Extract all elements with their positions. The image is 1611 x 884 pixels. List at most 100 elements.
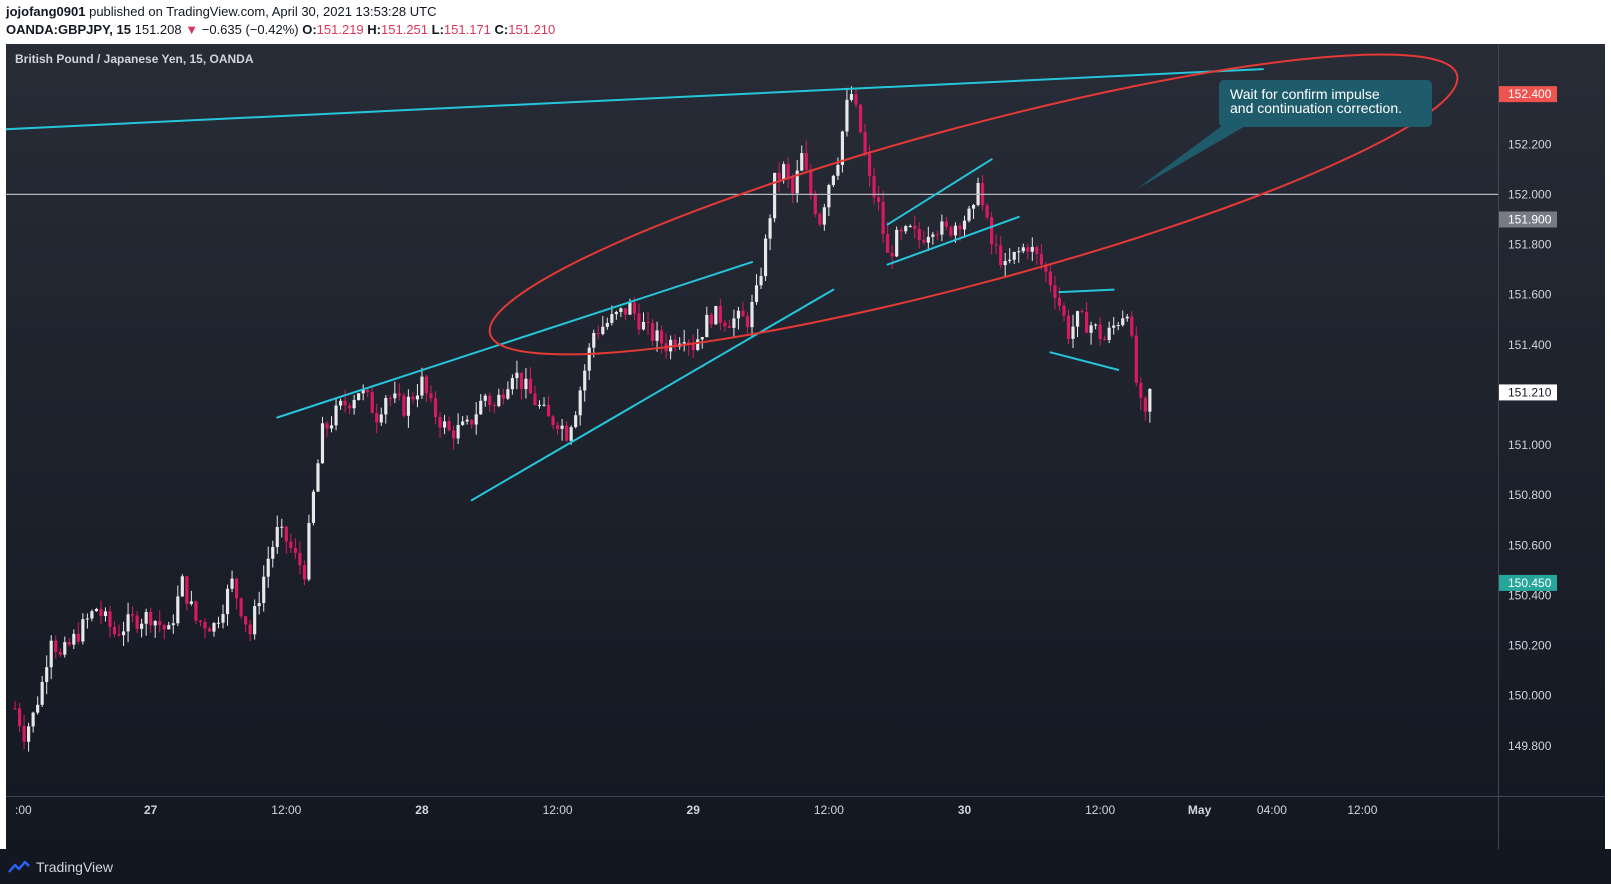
trendline[interactable] [276, 261, 753, 419]
candle [1094, 323, 1098, 330]
candle [452, 425, 456, 451]
candle [546, 395, 551, 417]
candle [1071, 314, 1075, 349]
trendline[interactable] [1058, 288, 1115, 294]
chart-title: British Pound / Japanese Yen, 15, OANDA [15, 52, 254, 66]
candle [858, 103, 863, 134]
price-tick-label: 152.200 [1508, 137, 1552, 151]
candle [949, 225, 953, 238]
candle [515, 360, 519, 390]
candle [641, 312, 646, 331]
candle [501, 388, 505, 405]
candle [985, 203, 989, 220]
tradingview-brand[interactable]: TradingView [8, 859, 113, 875]
highlight-ellipse[interactable] [470, 44, 1477, 410]
candle [284, 525, 288, 554]
candle [94, 607, 99, 612]
candle [293, 538, 297, 560]
candle [348, 403, 352, 415]
time-tick-label: 28 [415, 803, 429, 817]
candle [994, 234, 998, 255]
candle [1103, 335, 1107, 341]
candle [234, 577, 239, 610]
candle [40, 675, 44, 708]
publication-header: jojofang0901 published on TradingView.co… [0, 0, 1611, 44]
candle [497, 388, 501, 408]
candle [1035, 245, 1039, 265]
chart-frame[interactable]: 149.800 150.000 150.200 150.400 150.600 150.8… [6, 44, 1605, 849]
candle [271, 540, 275, 568]
candle [221, 604, 225, 629]
candle [822, 203, 826, 231]
candle [465, 415, 469, 425]
candle [962, 215, 967, 238]
candle [49, 635, 53, 680]
candle [673, 334, 677, 352]
trendline[interactable] [6, 68, 1264, 131]
candle [773, 172, 777, 223]
candle [845, 87, 849, 137]
candle [17, 702, 22, 733]
trendline[interactable] [886, 158, 993, 226]
candle [438, 412, 442, 438]
candle [542, 397, 546, 407]
price-badge: 151.210 [1499, 384, 1557, 401]
candle [519, 372, 524, 400]
candle [54, 635, 58, 659]
candle [1048, 262, 1052, 293]
callout-pointer [1136, 125, 1247, 190]
price-tick-label: 152.000 [1508, 187, 1552, 201]
candle [76, 622, 80, 645]
publisher-name[interactable]: jojofang0901 [6, 4, 86, 19]
candle [144, 608, 148, 636]
candle [895, 226, 899, 258]
publication-line: jojofang0901 published on TradingView.co… [6, 4, 436, 19]
candle [777, 162, 781, 192]
candle [705, 306, 709, 338]
candle [840, 130, 845, 173]
candle [45, 655, 49, 695]
candle [714, 305, 718, 325]
candle [619, 307, 623, 318]
trendline[interactable] [886, 215, 1020, 266]
candle [429, 385, 433, 403]
tradingview-logo-icon [8, 860, 30, 873]
candle [198, 619, 202, 627]
candle [280, 518, 284, 538]
candle [827, 183, 831, 216]
candle [940, 214, 944, 242]
trendline[interactable] [1049, 351, 1120, 371]
svg-text:151.900: 151.900 [1508, 212, 1552, 226]
candle [433, 391, 438, 425]
candle [904, 224, 908, 234]
candle [1039, 244, 1043, 270]
candle [67, 637, 71, 647]
callout-box[interactable] [1219, 80, 1432, 127]
close-value: 151.210 [508, 22, 556, 37]
candle [257, 591, 261, 615]
candle [420, 367, 424, 399]
candle [415, 383, 420, 408]
candle [325, 421, 329, 437]
candle [605, 317, 609, 330]
candle [153, 619, 157, 638]
candle [307, 514, 311, 582]
candle [162, 623, 166, 640]
candle [262, 565, 266, 612]
candle [1143, 396, 1147, 421]
price-tick-label: 150.600 [1508, 538, 1552, 552]
candle [248, 619, 252, 642]
candle [140, 618, 144, 638]
candle [646, 311, 650, 335]
price-tick-label: 150.800 [1508, 488, 1552, 502]
candle [456, 413, 460, 445]
candle [596, 325, 600, 340]
candle [967, 205, 971, 223]
trendline[interactable] [470, 288, 835, 502]
candle [877, 185, 881, 211]
candle [1026, 243, 1030, 260]
price-tick-label: 150.400 [1508, 588, 1552, 602]
candle [461, 415, 465, 427]
candlestick-chart[interactable]: 149.800 150.000 150.200 150.400 150.600 150.8… [6, 44, 1605, 849]
candle [601, 315, 605, 336]
